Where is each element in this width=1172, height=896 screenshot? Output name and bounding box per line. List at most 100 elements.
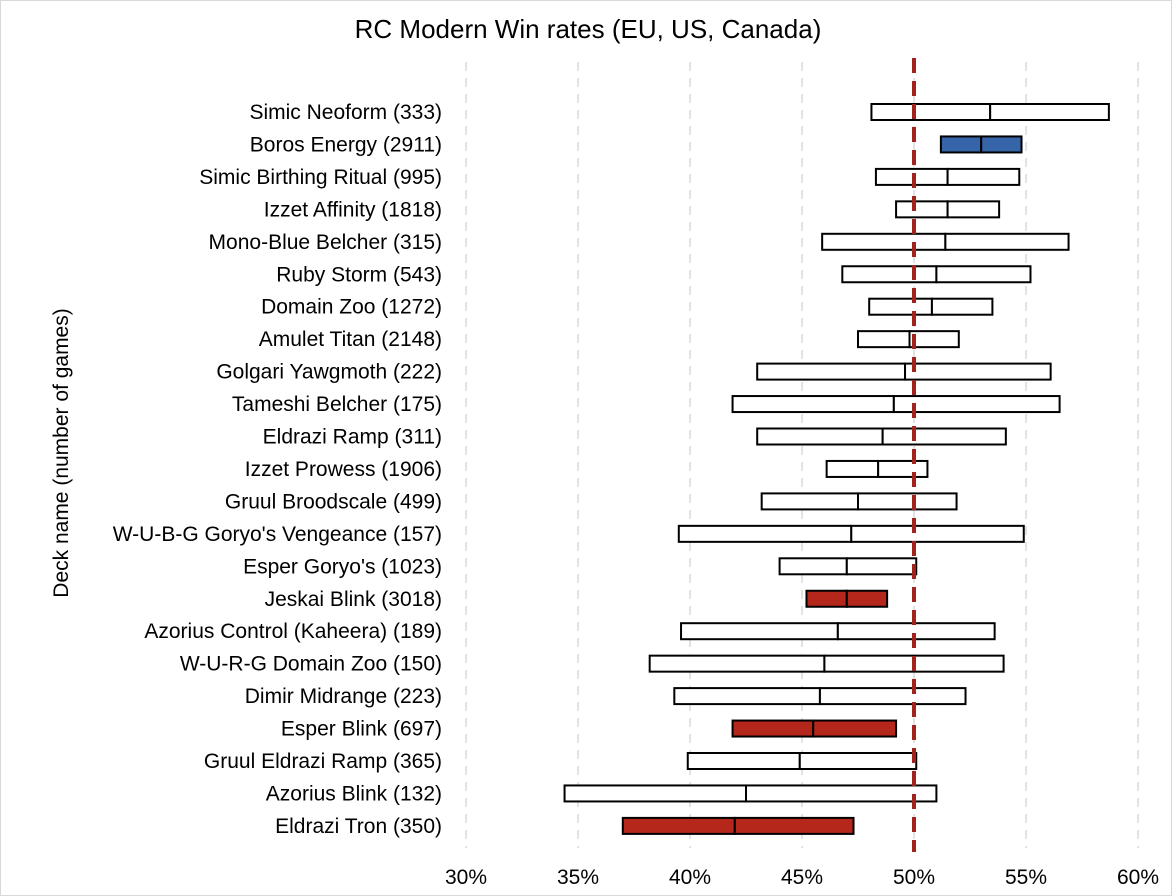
- box-lower: [841, 265, 938, 284]
- box-lower: [648, 654, 826, 673]
- box-row: [686, 752, 918, 770]
- category-label: W-U-B-G Goryo's Vengeance (157): [113, 523, 442, 546]
- box-lower: [621, 816, 736, 835]
- box-upper: [892, 395, 1061, 414]
- box-row: [760, 492, 958, 511]
- category-labels: Simic Neoform (333) Boros Energy (2911) Si…: [113, 101, 442, 838]
- box-row: [677, 524, 1025, 543]
- box-lower: [731, 395, 895, 414]
- category-label: Azorius Control (Kaheera) (189): [144, 620, 442, 643]
- box-upper: [930, 297, 994, 316]
- category-label: W-U-R-G Domain Zoo (150): [180, 653, 442, 676]
- box-upper: [946, 167, 1021, 186]
- box-lower: [825, 459, 880, 478]
- box-row: [841, 265, 1032, 284]
- box-row: [868, 297, 994, 316]
- x-tick-label: 55%: [1005, 866, 1047, 889]
- box-row: [821, 232, 1070, 251]
- category-label: Izzet Prowess (1906): [245, 458, 442, 481]
- category-label: Tameshi Belcher (175): [232, 393, 442, 416]
- box-lower: [874, 167, 949, 186]
- box-row: [874, 167, 1021, 186]
- box-lower: [895, 200, 949, 219]
- box-row: [673, 687, 967, 706]
- box-upper: [818, 687, 967, 706]
- category-label: Dimir Midrange (223): [245, 685, 442, 708]
- box-row: [621, 816, 855, 835]
- box-row: [939, 135, 1023, 154]
- box-row: [756, 362, 1052, 381]
- category-label: Azorius Blink (132): [266, 782, 442, 805]
- box-row: [895, 200, 1001, 219]
- chart-title: RC Modern Win rates (EU, US, Canada): [355, 14, 822, 44]
- category-label: Ruby Storm (543): [276, 263, 442, 286]
- box-lower: [939, 135, 983, 154]
- box-upper: [904, 362, 1052, 381]
- box-lower: [563, 784, 747, 803]
- box-upper: [798, 752, 918, 770]
- box-upper: [857, 492, 958, 511]
- box-lower: [805, 589, 848, 608]
- box-lower: [870, 103, 992, 121]
- category-label: Amulet Titan (2148): [259, 328, 442, 351]
- category-label: Eldrazi Ramp (311): [263, 426, 442, 449]
- box-upper: [989, 103, 1110, 121]
- x-tick-label: 40%: [669, 866, 711, 889]
- x-tick-label: 50%: [893, 866, 935, 889]
- box-upper: [845, 557, 918, 576]
- x-tick-label: 60%: [1117, 866, 1159, 889]
- x-tick-label: 35%: [557, 866, 599, 889]
- box-upper: [935, 265, 1032, 284]
- box-lower: [868, 297, 933, 316]
- box-lower: [680, 622, 839, 641]
- box-upper: [812, 719, 898, 738]
- bars: [563, 103, 1110, 835]
- box-upper: [877, 459, 929, 478]
- category-label: Jeskai Blink (3018): [265, 588, 442, 611]
- box-upper: [944, 232, 1070, 251]
- box-lower: [731, 719, 815, 738]
- box-lower: [821, 232, 947, 251]
- box-upper: [850, 524, 1025, 543]
- box-row: [805, 589, 889, 608]
- box-upper: [845, 589, 889, 608]
- box-upper: [980, 135, 1023, 154]
- category-label: Esper Blink (697): [281, 718, 442, 741]
- category-label: Gruul Eldrazi Ramp (365): [204, 750, 442, 773]
- box-lower: [760, 492, 859, 511]
- box-row: [870, 103, 1110, 121]
- box-row: [648, 654, 1005, 673]
- category-label: Boros Energy (2911): [250, 133, 442, 156]
- category-label: Golgari Yawgmoth (222): [216, 361, 442, 384]
- box-row: [563, 784, 938, 803]
- x-tick-label: 45%: [781, 866, 823, 889]
- box-upper: [745, 784, 938, 803]
- box-upper: [946, 200, 1001, 219]
- box-upper: [733, 816, 855, 835]
- box-row: [756, 427, 1007, 446]
- box-lower: [677, 524, 853, 543]
- box-row: [680, 622, 996, 641]
- box-row: [857, 330, 960, 349]
- box-lower: [778, 557, 848, 576]
- category-label: Simic Neoform (333): [249, 101, 442, 124]
- box-row: [731, 719, 898, 738]
- category-label: Esper Goryo's (1023): [243, 555, 442, 578]
- box-row: [778, 557, 918, 576]
- box-lower: [756, 427, 884, 446]
- category-label: Izzet Affinity (1818): [264, 198, 442, 221]
- box-lower: [857, 330, 911, 349]
- box-upper: [836, 622, 996, 641]
- box-lower: [756, 362, 907, 381]
- box-upper: [908, 330, 960, 349]
- category-label: Domain Zoo (1272): [261, 296, 442, 319]
- category-label: Eldrazi Tron (350): [275, 815, 442, 838]
- box-row: [731, 395, 1061, 414]
- box-lower: [686, 752, 801, 770]
- x-tick-label: 30%: [445, 866, 487, 889]
- category-label: Gruul Broodscale (499): [225, 490, 442, 513]
- y-axis-label: Deck name (number of games): [50, 308, 73, 597]
- box-upper: [881, 427, 1007, 446]
